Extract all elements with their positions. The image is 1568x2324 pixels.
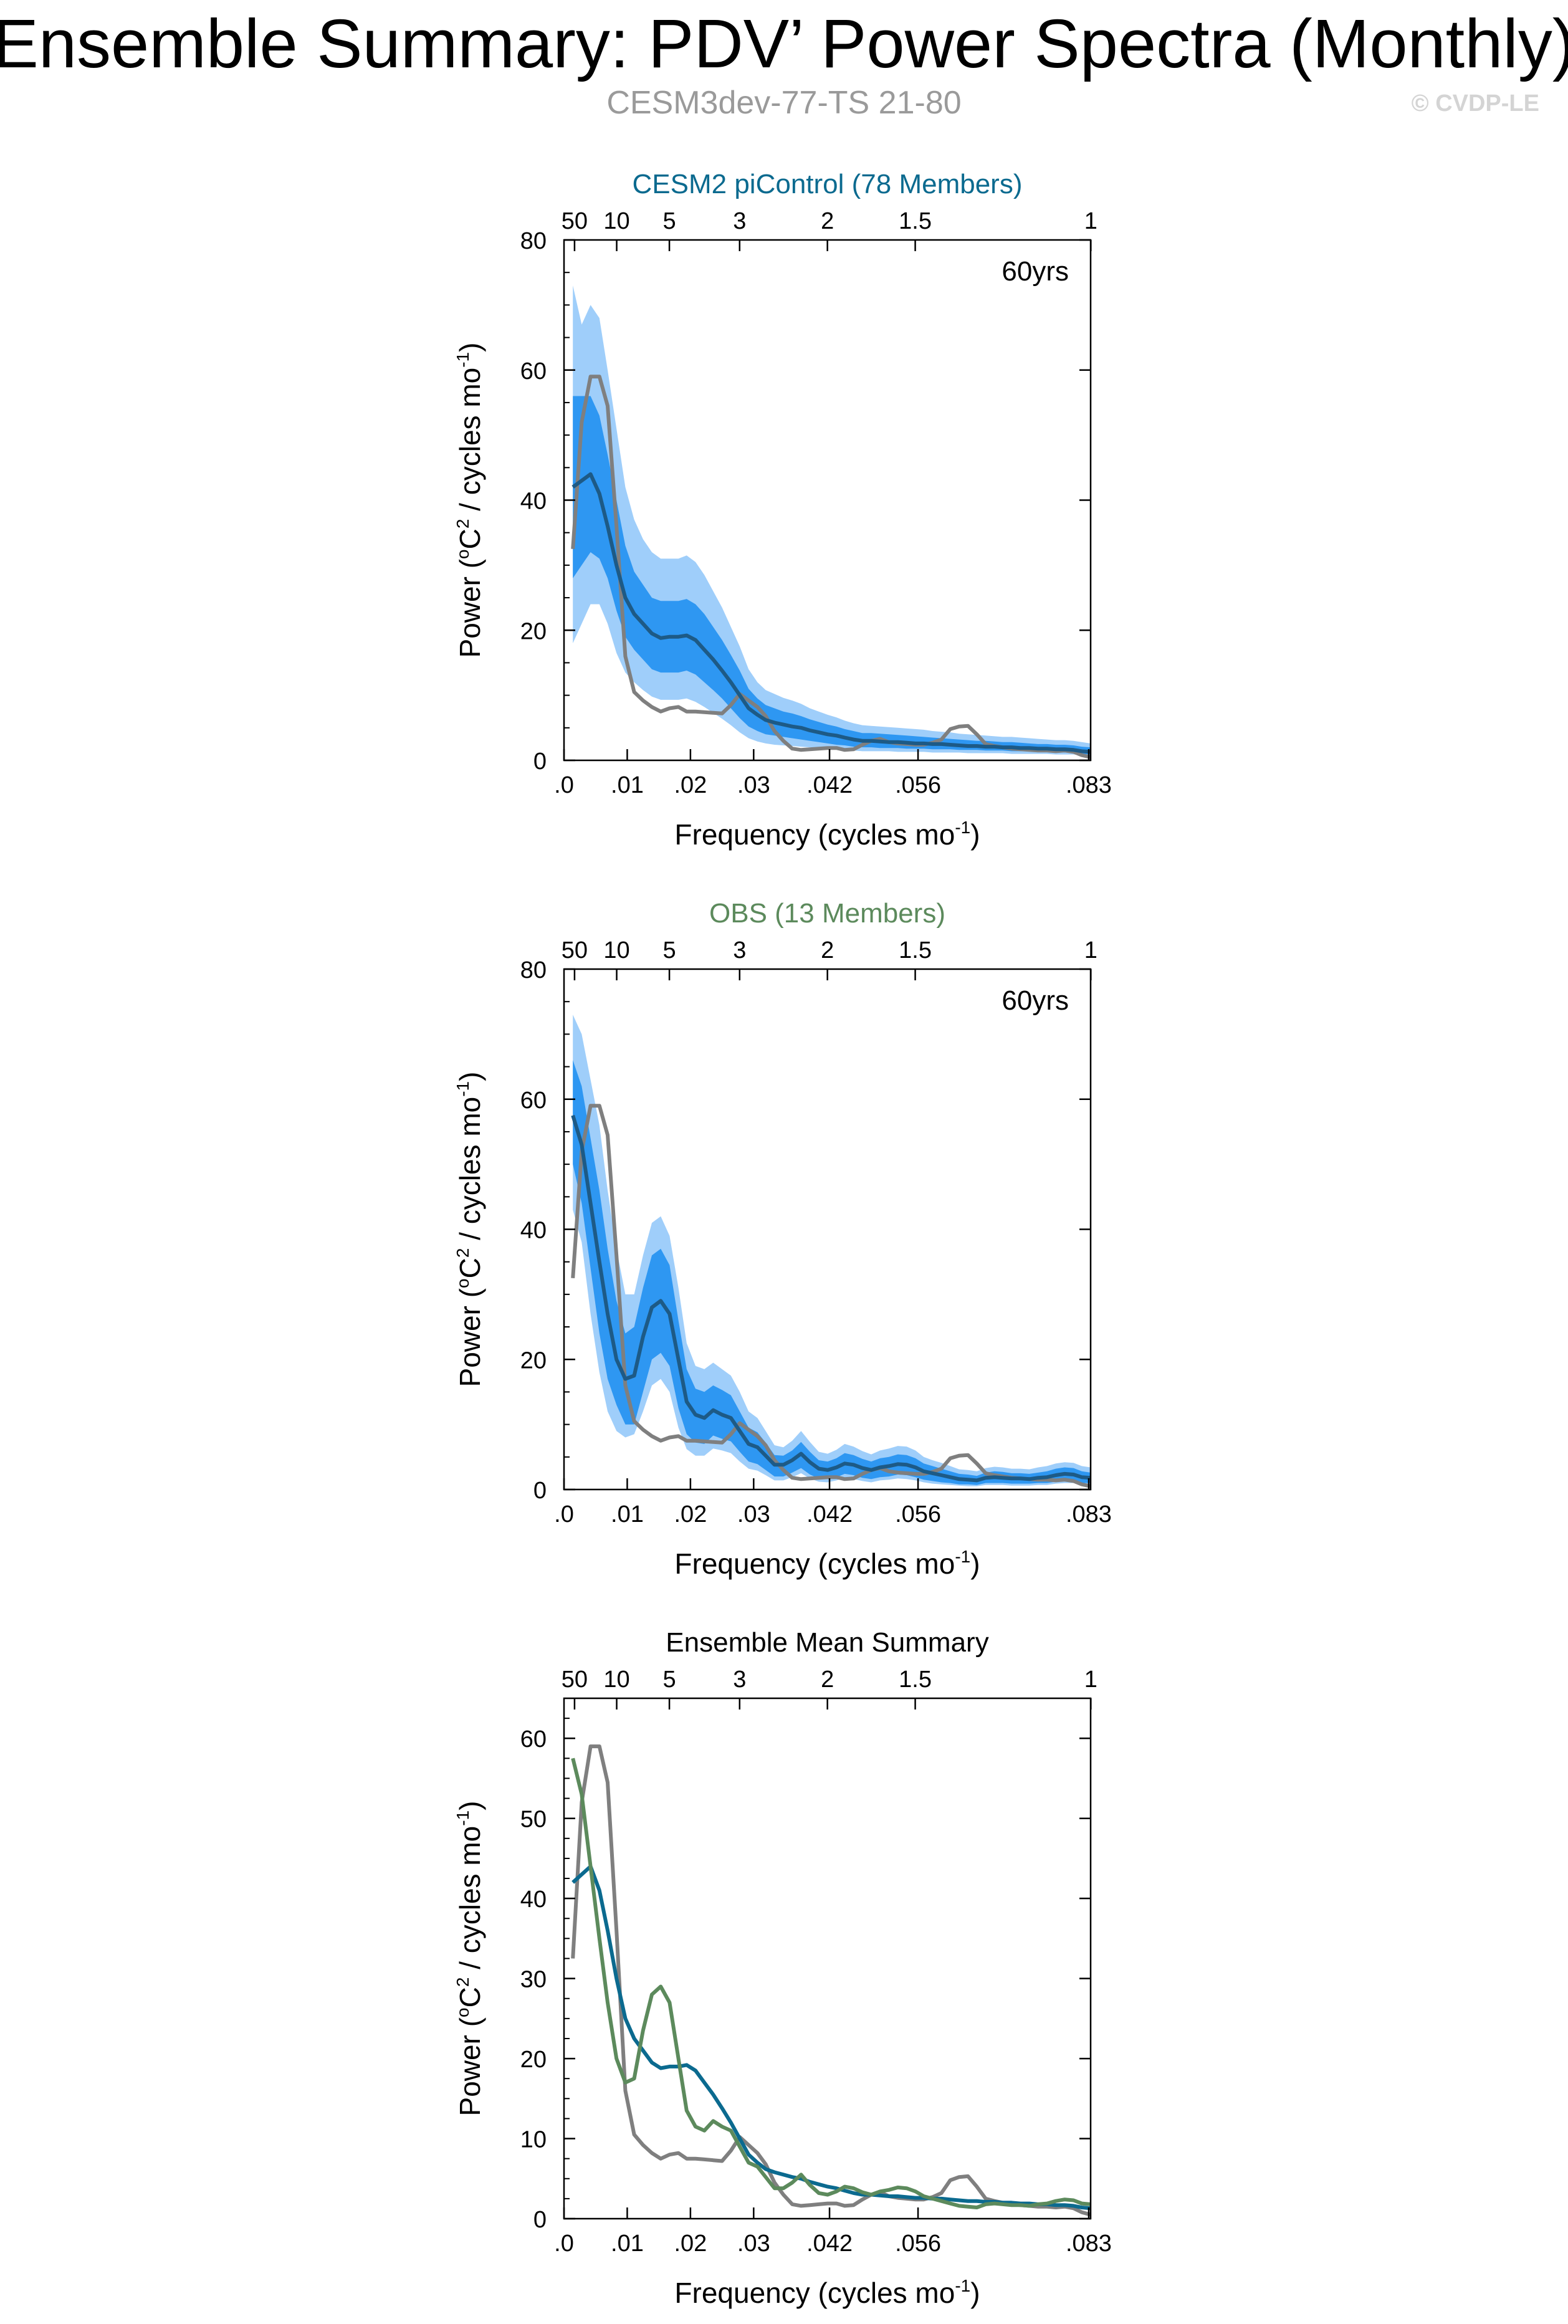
panels: CESM2 piControl (78 Members)020406080.0.… bbox=[453, 169, 1112, 2309]
period-tick-label: 2 bbox=[821, 937, 834, 964]
panel-title: Ensemble Mean Summary bbox=[666, 1627, 988, 1658]
y-tick-label: 20 bbox=[520, 1347, 547, 1374]
period-tick-label: 3 bbox=[733, 208, 746, 234]
y-tick-label: 80 bbox=[520, 957, 547, 983]
y-tick-label: 40 bbox=[520, 489, 547, 515]
period-tick-label: 1 bbox=[1084, 937, 1097, 964]
y-tick-label: 30 bbox=[520, 1967, 547, 1993]
y-axis-label: Power (oC2 / cycles mo-1) bbox=[453, 1072, 486, 1387]
plot-area bbox=[571, 1744, 1091, 2217]
x-axis-label: Frequency (cycles mo-1) bbox=[674, 2276, 980, 2309]
panel-title: CESM2 piControl (78 Members) bbox=[633, 169, 1023, 199]
x-tick-label: .083 bbox=[1066, 2231, 1112, 2257]
period-tick-label: 5 bbox=[663, 208, 676, 234]
chart-panel-3: Ensemble Mean Summary 0 10 20 30 40 50 60 .0 .01.… bbox=[453, 1627, 1112, 2309]
panel-title: OBS (13 Members) bbox=[709, 898, 945, 929]
period-annotation: 60yrs bbox=[1002, 985, 1069, 1016]
y-tick-label: 50 bbox=[520, 1807, 547, 1833]
plot-area bbox=[571, 285, 1091, 759]
y-tick-label: 40 bbox=[520, 1886, 547, 1913]
x-tick-label: .02 bbox=[674, 1501, 707, 1528]
y-tick-label: 0 bbox=[533, 2207, 547, 2233]
outer-spread-band bbox=[573, 1015, 1091, 1486]
plot-frame bbox=[563, 1697, 1092, 2220]
model-mean-line bbox=[571, 1864, 1091, 2211]
period-tick-label: 1.5 bbox=[899, 1666, 932, 1693]
inner-spread-band bbox=[573, 1060, 1091, 1485]
chart-panel-1: CESM2 piControl (78 Members) 0 20 40 60 80 .0.… bbox=[453, 169, 1112, 851]
x-tick-label: .03 bbox=[737, 2231, 770, 2257]
x-axis-label: Frequency (cycles mo-1) bbox=[674, 1547, 980, 1580]
x-tick-label: .02 bbox=[674, 2231, 707, 2257]
ensemble-mean-line bbox=[571, 472, 1091, 754]
period-tick-label: 5 bbox=[663, 1666, 676, 1693]
y-tick-label: 20 bbox=[520, 2047, 547, 2073]
period-tick-label: 50 bbox=[562, 208, 588, 234]
y-tick-label: 60 bbox=[520, 1726, 547, 1753]
period-tick-label: 50 bbox=[562, 1666, 588, 1693]
period-tick-label: 10 bbox=[603, 1666, 629, 1693]
period-tick-label: 1.5 bbox=[899, 208, 932, 234]
y-axis-label: Power (oC2 / cycles mo-1) bbox=[453, 343, 486, 658]
x-tick-label: .0 bbox=[554, 2231, 574, 2257]
ensemble-mean-line bbox=[571, 1114, 1091, 1483]
period-tick-label: 2 bbox=[821, 1666, 834, 1693]
inner-spread-band bbox=[573, 396, 1091, 755]
period-annotation: 60yrs bbox=[1002, 256, 1069, 287]
period-tick-label: 3 bbox=[733, 937, 746, 964]
outer-spread-band bbox=[573, 285, 1091, 756]
x-tick-label: .0 bbox=[554, 1501, 574, 1528]
x-tick-label: .03 bbox=[737, 1501, 770, 1528]
obs-mean-line bbox=[571, 1757, 1091, 2209]
y-tick-label: 60 bbox=[520, 1088, 547, 1114]
reference-line bbox=[571, 1744, 1091, 2217]
x-tick-label: .042 bbox=[806, 2231, 853, 2257]
y-tick-label: 20 bbox=[520, 618, 547, 644]
period-tick-label: 1 bbox=[1084, 1666, 1097, 1693]
y-tick-label: 40 bbox=[520, 1218, 547, 1244]
x-tick-label: .083 bbox=[1066, 772, 1112, 798]
x-tick-label: .02 bbox=[674, 772, 707, 798]
y-tick-label: 0 bbox=[533, 748, 547, 775]
period-tick-label: 5 bbox=[663, 937, 676, 964]
x-tick-label: .056 bbox=[895, 772, 941, 798]
period-tick-label: 10 bbox=[603, 937, 629, 964]
y-tick-label: 60 bbox=[520, 358, 547, 385]
x-tick-label: .083 bbox=[1066, 1501, 1112, 1528]
period-tick-label: 10 bbox=[603, 208, 629, 234]
period-tick-label: 1.5 bbox=[899, 937, 932, 964]
period-tick-label: 2 bbox=[821, 208, 834, 234]
x-tick-label: .03 bbox=[737, 772, 770, 798]
chart-panel-2: OBS (13 Members) 0 20 40 60 80 .0 .01 .02 .03 .042… bbox=[453, 898, 1112, 1580]
x-axis-label: Frequency (cycles mo-1) bbox=[674, 818, 980, 851]
figure-title: Ensemble Summary: PDV’ Power Spectra (Mo… bbox=[0, 6, 1568, 82]
period-tick-label: 50 bbox=[562, 937, 588, 964]
x-tick-label: .01 bbox=[611, 772, 644, 798]
y-tick-label: 10 bbox=[520, 2127, 547, 2153]
x-tick-label: .056 bbox=[895, 1501, 941, 1528]
y-axis-label: Power (oC2 / cycles mo-1) bbox=[453, 1801, 486, 2116]
x-tick-label: .01 bbox=[611, 1501, 644, 1528]
period-tick-label: 3 bbox=[733, 1666, 746, 1693]
x-tick-label: .042 bbox=[806, 1501, 853, 1528]
x-tick-label: .01 bbox=[611, 2231, 644, 2257]
copyright-watermark: © CVDP-LE bbox=[1412, 90, 1539, 117]
y-tick-label: 80 bbox=[520, 228, 547, 254]
figure-subtitle: CESM3dev-77-TS 21-80 bbox=[606, 85, 961, 121]
period-tick-label: 1 bbox=[1084, 208, 1097, 234]
x-tick-label: .0 bbox=[554, 772, 574, 798]
y-tick-label: 0 bbox=[533, 1478, 547, 1504]
x-tick-label: .042 bbox=[806, 772, 853, 798]
x-tick-label: .056 bbox=[895, 2231, 941, 2257]
plot-area bbox=[571, 1015, 1091, 1488]
